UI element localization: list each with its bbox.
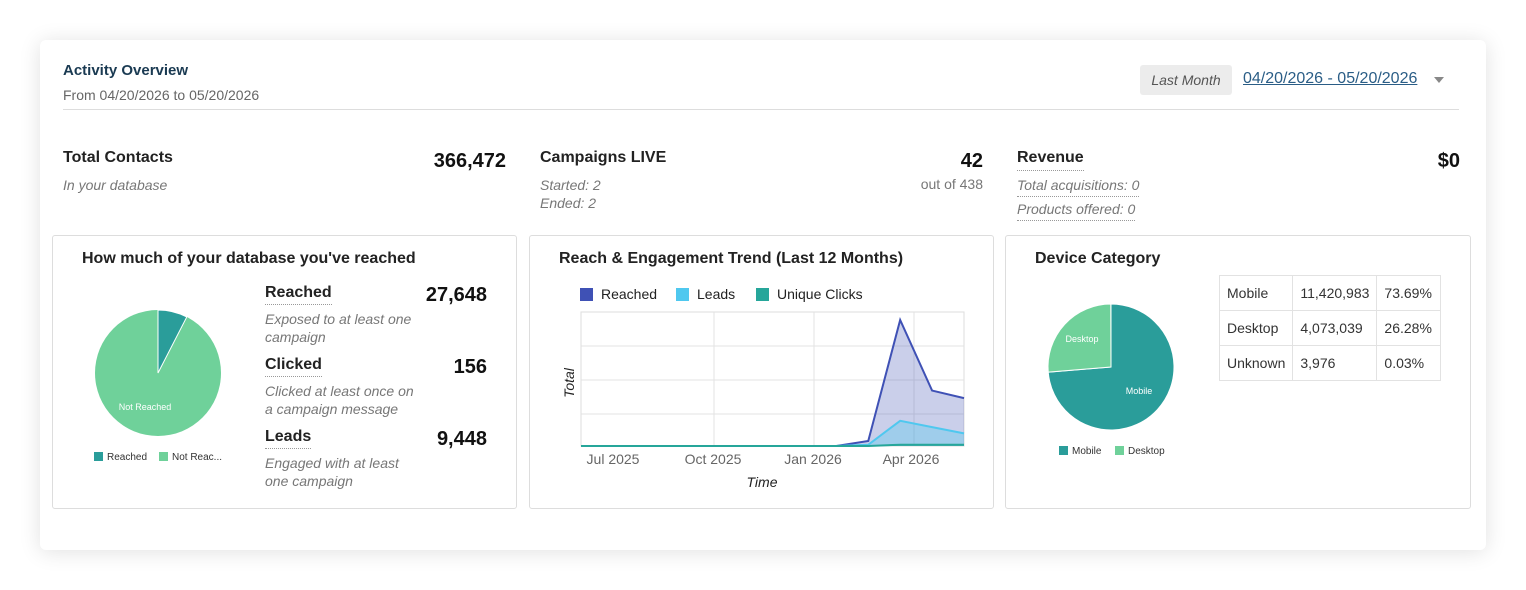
plot-area: [580, 311, 965, 447]
area-leads: [581, 420, 964, 446]
legend-mobile: Mobile: [1059, 446, 1101, 457]
legend-label-reached: Reached: [107, 452, 148, 463]
header-divider: [63, 109, 1459, 110]
table-cell: 0.03%: [1376, 345, 1442, 381]
metric-clicked-desc: Clicked at least once on a campaign mess…: [265, 383, 414, 417]
legend-label-desktop: Desktop: [1128, 446, 1165, 457]
legend-label-unique-clicks: Unique Clicks: [777, 286, 863, 302]
legend-label-mobile: Mobile: [1072, 446, 1102, 457]
total-contacts-label: Total Contacts: [63, 149, 173, 166]
metric-reached-label: Reached: [265, 284, 332, 305]
campaigns-total: out of 438: [920, 176, 983, 192]
reach-pie-chart: Not Reached: [95, 309, 221, 436]
revenue-value: $0: [1437, 150, 1460, 172]
device-table: Mobile 11,420,983 73.69% Desktop 4,073,0…: [1218, 275, 1442, 381]
legend-item-leads[interactable]: Leads: [676, 286, 735, 302]
total-contacts-note: In your database: [63, 177, 168, 193]
revenue-products: Products offered: 0: [1017, 201, 1136, 221]
metric-leads-value: 9,448: [436, 428, 487, 450]
y-axis-label: Total: [561, 367, 577, 398]
legend-label-not-reached: Not Reac...: [172, 452, 223, 463]
chart-grid: [580, 311, 965, 447]
x-tick-label: Jan 2026: [784, 451, 842, 467]
legend-swatch-leads: [676, 288, 689, 301]
table-cell: Unknown: [1218, 345, 1294, 381]
table-cell: Desktop: [1218, 310, 1294, 346]
page-subtitle: From 04/20/2026 to 05/20/2026: [63, 87, 260, 103]
activity-overview-panel: Activity Overview From 04/20/2026 to 05/…: [40, 40, 1486, 550]
legend-label-leads: Leads: [697, 286, 736, 302]
legend-swatch-desktop: [1115, 446, 1124, 455]
legend-desktop: Desktop: [1115, 446, 1165, 457]
campaigns-live-label: Campaigns LIVE: [540, 149, 667, 166]
area-reached: [581, 320, 964, 446]
campaigns-live-value: 42: [960, 150, 983, 172]
period-chip[interactable]: Last Month: [1140, 65, 1232, 95]
table-cell: 26.28%: [1376, 310, 1442, 346]
legend-swatch-not-reached: [159, 452, 168, 461]
x-tick-label: Jul 2025: [587, 451, 640, 467]
trend-card: Reach & Engagement Trend (Last 12 Months…: [529, 235, 994, 509]
revenue-label: Revenue: [1017, 149, 1084, 171]
total-contacts-value: 366,472: [433, 150, 506, 172]
table-cell: 4,073,039: [1292, 310, 1378, 346]
trend-card-title: Reach & Engagement Trend (Last 12 Months…: [559, 250, 904, 267]
legend-not-reached: Not Reac...: [159, 452, 222, 463]
page-title: Activity Overview: [63, 62, 189, 79]
legend-reached: Reached: [94, 452, 147, 463]
metric-clicked-value: 156: [453, 356, 487, 378]
pie-slice-reached: [157, 309, 188, 374]
x-tick-label: Apr 2026: [883, 451, 940, 467]
reach-card-title: How much of your database you've reached: [82, 250, 416, 267]
legend-swatch-reached: [94, 452, 103, 461]
chart-series: [581, 317, 965, 447]
revenue-acquisitions: Total acquisitions: 0: [1017, 177, 1140, 197]
legend-swatch-mobile: [1059, 446, 1068, 455]
metric-reached-desc: Exposed to at least one campaign: [265, 311, 412, 345]
device-pie-chart: Desktop Mobile: [1047, 303, 1175, 431]
x-axis-label: Time: [747, 474, 778, 490]
x-axis-ticks: Jul 2025 Oct 2025 Jan 2026 Apr 2026: [587, 451, 940, 467]
legend-item-unique-clicks[interactable]: Unique Clicks: [756, 286, 863, 302]
legend-label-reached: Reached: [601, 286, 658, 302]
table-cell: 3,976: [1292, 345, 1378, 381]
pie-label-mobile: Mobile: [1126, 386, 1153, 396]
legend-swatch-unique-clicks: [756, 288, 769, 301]
metric-reached-value: 27,648: [425, 284, 487, 306]
trend-area-chart: Jul 2025 Oct 2025 Jan 2026 Apr 2026 Total T…: [561, 311, 965, 490]
metric-leads-desc: Engaged with at least one campaign: [265, 455, 399, 489]
reach-card: How much of your database you've reached…: [52, 235, 517, 509]
table-cell: Mobile: [1218, 275, 1294, 311]
metric-leads-label: Leads: [265, 428, 312, 449]
legend-swatch-reached: [580, 288, 593, 301]
metric-clicked-label: Clicked: [265, 356, 322, 377]
legend-item-reached[interactable]: Reached: [580, 286, 657, 302]
campaigns-ended: Ended: 2: [540, 195, 597, 211]
device-pie-slices: [1047, 303, 1175, 431]
device-card: Device Category Desktop Mobile Mobile De…: [1005, 235, 1471, 509]
pie-label-desktop: Desktop: [1065, 334, 1098, 344]
line-unique-clicks: [581, 443, 964, 447]
table-cell: 73.69%: [1376, 275, 1442, 311]
pie-label-not-reached: Not Reached: [119, 402, 172, 412]
date-range-link[interactable]: 04/20/2026 - 05/20/2026: [1243, 70, 1418, 87]
table-row: Mobile 11,420,983 73.69%: [1218, 275, 1442, 311]
chevron-down-icon[interactable]: [1434, 77, 1444, 83]
campaigns-started: Started: 2: [540, 177, 601, 193]
device-card-title: Device Category: [1035, 250, 1161, 267]
pie-slice-desktop: [1047, 303, 1112, 373]
x-tick-label: Oct 2025: [685, 451, 742, 467]
table-row: Desktop 4,073,039 26.28%: [1218, 310, 1442, 346]
table-cell: 11,420,983: [1292, 275, 1378, 311]
table-row: Unknown 3,976 0.03%: [1218, 345, 1442, 381]
